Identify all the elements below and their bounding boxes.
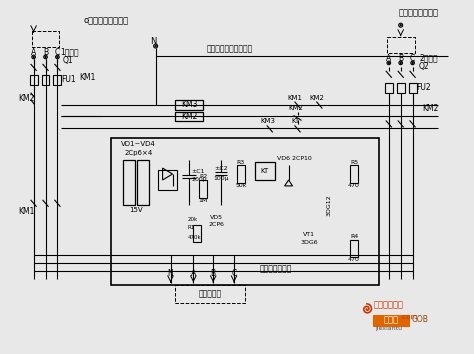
Bar	[397, 83, 405, 93]
Text: VD1~VD4: VD1~VD4	[121, 141, 156, 147]
Text: 单相电源相线接法: 单相电源相线接法	[399, 9, 438, 18]
Text: 单相或三相电源中性线: 单相或三相电源中性线	[207, 45, 253, 53]
Text: N: N	[150, 36, 157, 46]
Text: jiexiantu: jiexiantu	[375, 326, 402, 331]
Text: KM2: KM2	[422, 104, 438, 113]
Text: A: A	[386, 55, 392, 63]
Circle shape	[45, 56, 46, 57]
Text: KT: KT	[292, 119, 300, 125]
Text: ±C2: ±C2	[214, 166, 228, 171]
Text: N: N	[168, 269, 173, 278]
Bar	[199, 180, 207, 198]
Text: R3: R3	[237, 160, 245, 165]
Circle shape	[412, 62, 413, 63]
Text: R1: R1	[187, 225, 195, 230]
Text: R4: R4	[350, 234, 358, 239]
Text: C: C	[410, 55, 415, 63]
Circle shape	[400, 62, 401, 63]
Text: A: A	[191, 269, 196, 278]
Text: A: A	[31, 48, 36, 57]
Text: o单相电源相线接法: o单相电源相线接法	[83, 17, 128, 26]
Text: 470: 470	[348, 257, 360, 262]
Text: 2号电源: 2号电源	[419, 53, 438, 62]
Bar	[30, 75, 37, 85]
Text: 200μ: 200μ	[191, 177, 207, 182]
Text: 3DG12: 3DG12	[327, 194, 332, 216]
Text: R5: R5	[350, 160, 358, 165]
Text: FU2: FU2	[416, 83, 431, 92]
Text: 470: 470	[348, 183, 360, 188]
Text: KT: KT	[261, 168, 269, 174]
Circle shape	[400, 25, 401, 26]
Text: 3DG6: 3DG6	[301, 240, 318, 245]
Text: KM2: KM2	[288, 104, 303, 110]
Text: VD6 2CP10: VD6 2CP10	[277, 156, 312, 161]
Text: 470k: 470k	[187, 235, 201, 240]
Bar	[111, 138, 379, 285]
Text: Q2: Q2	[418, 62, 429, 72]
Bar	[158, 170, 177, 190]
Text: KM3: KM3	[181, 100, 198, 109]
Text: 1M: 1M	[199, 198, 208, 203]
Text: 接线图: 接线图	[383, 315, 398, 324]
Bar	[175, 99, 203, 109]
Bar	[42, 75, 49, 85]
Circle shape	[388, 62, 389, 63]
Text: C: C	[231, 269, 237, 278]
Bar	[350, 240, 358, 257]
Text: 2Cp6×4: 2Cp6×4	[125, 150, 153, 156]
Bar	[175, 112, 203, 121]
Bar	[123, 160, 135, 205]
Bar	[137, 160, 149, 205]
Text: R2: R2	[199, 175, 208, 179]
Text: KM1: KM1	[79, 73, 95, 82]
Text: 15V: 15V	[129, 207, 143, 213]
Text: KM2: KM2	[309, 95, 324, 101]
Text: KM2: KM2	[181, 112, 198, 121]
Circle shape	[57, 56, 58, 57]
Bar	[385, 83, 393, 93]
Text: 由此接三相负载: 由此接三相负载	[260, 265, 292, 274]
Text: KM1: KM1	[18, 207, 35, 216]
Text: 2CP6: 2CP6	[208, 222, 224, 227]
Bar	[54, 75, 62, 85]
Text: 电工技术之家: 电工技术之家	[374, 301, 404, 309]
Text: 1号电源: 1号电源	[60, 47, 79, 57]
Text: KM1: KM1	[287, 95, 302, 101]
Bar	[409, 83, 417, 93]
Text: KM3: KM3	[260, 119, 275, 125]
Text: .com: .com	[400, 314, 417, 320]
Text: B: B	[398, 55, 403, 63]
Text: 50k: 50k	[235, 183, 247, 188]
Bar	[373, 315, 409, 326]
Circle shape	[33, 56, 34, 57]
Text: VT1: VT1	[303, 232, 315, 237]
Text: C: C	[55, 48, 60, 57]
Text: GOB: GOB	[412, 315, 429, 324]
Bar	[237, 165, 245, 183]
Text: B: B	[210, 269, 216, 278]
Text: B: B	[43, 48, 48, 57]
Bar	[255, 162, 275, 180]
Bar	[193, 225, 201, 242]
Text: 100μ: 100μ	[213, 177, 229, 182]
Text: KM2: KM2	[18, 94, 35, 103]
Text: 20k: 20k	[187, 217, 198, 222]
Text: VD5: VD5	[210, 215, 223, 220]
Text: FU1: FU1	[61, 75, 76, 84]
Text: ±C1: ±C1	[191, 169, 205, 173]
Bar	[350, 165, 358, 183]
Text: Q1: Q1	[63, 56, 73, 65]
Text: 接单相负载: 接单相负载	[199, 290, 222, 298]
